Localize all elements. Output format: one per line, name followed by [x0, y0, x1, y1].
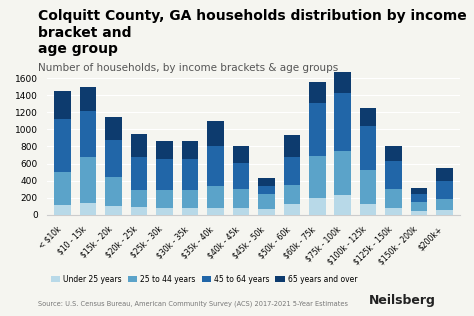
- Bar: [385, 208, 402, 215]
- Bar: [283, 135, 300, 157]
- Bar: [283, 185, 300, 204]
- Text: Colquitt County, GA households distribution by income bracket and
age group: Colquitt County, GA households distribut…: [38, 9, 467, 56]
- Bar: [360, 126, 376, 170]
- Bar: [309, 198, 326, 215]
- Bar: [182, 141, 198, 159]
- Bar: [55, 119, 71, 172]
- Bar: [80, 203, 96, 215]
- Bar: [80, 157, 96, 203]
- Bar: [258, 186, 274, 194]
- Bar: [436, 210, 453, 215]
- Bar: [436, 168, 453, 181]
- Bar: [360, 170, 376, 204]
- Bar: [55, 172, 71, 205]
- Bar: [233, 146, 249, 163]
- Bar: [309, 156, 326, 198]
- Bar: [182, 208, 198, 215]
- Bar: [335, 195, 351, 215]
- Bar: [207, 146, 224, 186]
- Bar: [105, 140, 122, 177]
- Bar: [283, 204, 300, 215]
- Bar: [411, 193, 428, 202]
- Bar: [131, 157, 147, 190]
- Bar: [80, 111, 96, 157]
- Bar: [156, 159, 173, 190]
- Bar: [131, 134, 147, 157]
- Bar: [207, 208, 224, 215]
- Bar: [233, 208, 249, 215]
- Bar: [258, 178, 274, 186]
- Bar: [436, 181, 453, 199]
- Bar: [385, 147, 402, 161]
- Bar: [258, 194, 274, 209]
- Bar: [233, 163, 249, 189]
- Text: Number of households, by income brackets & age groups: Number of households, by income brackets…: [38, 63, 338, 73]
- Legend: Under 25 years, 25 to 44 years, 45 to 64 years, 65 years and over: Under 25 years, 25 to 44 years, 45 to 64…: [48, 271, 360, 287]
- Bar: [156, 208, 173, 215]
- Bar: [258, 209, 274, 215]
- Bar: [156, 141, 173, 159]
- Bar: [182, 190, 198, 208]
- Bar: [385, 189, 402, 208]
- Bar: [233, 189, 249, 208]
- Bar: [131, 190, 147, 207]
- Bar: [436, 199, 453, 210]
- Bar: [207, 186, 224, 208]
- Bar: [360, 108, 376, 126]
- Bar: [131, 207, 147, 215]
- Bar: [105, 117, 122, 140]
- Bar: [55, 91, 71, 119]
- Bar: [335, 72, 351, 93]
- Text: Neilsberg: Neilsberg: [369, 294, 436, 307]
- Bar: [335, 93, 351, 151]
- Bar: [411, 211, 428, 215]
- Bar: [411, 202, 428, 211]
- Bar: [309, 103, 326, 156]
- Bar: [309, 82, 326, 103]
- Bar: [411, 188, 428, 193]
- Bar: [156, 190, 173, 208]
- Bar: [283, 157, 300, 185]
- Bar: [385, 161, 402, 189]
- Bar: [55, 205, 71, 215]
- Bar: [207, 121, 224, 146]
- Bar: [335, 151, 351, 195]
- Bar: [80, 87, 96, 111]
- Bar: [182, 159, 198, 190]
- Bar: [105, 206, 122, 215]
- Bar: [360, 204, 376, 215]
- Text: Source: U.S. Census Bureau, American Community Survey (ACS) 2017-2021 5-Year Est: Source: U.S. Census Bureau, American Com…: [38, 300, 348, 307]
- Bar: [105, 177, 122, 206]
